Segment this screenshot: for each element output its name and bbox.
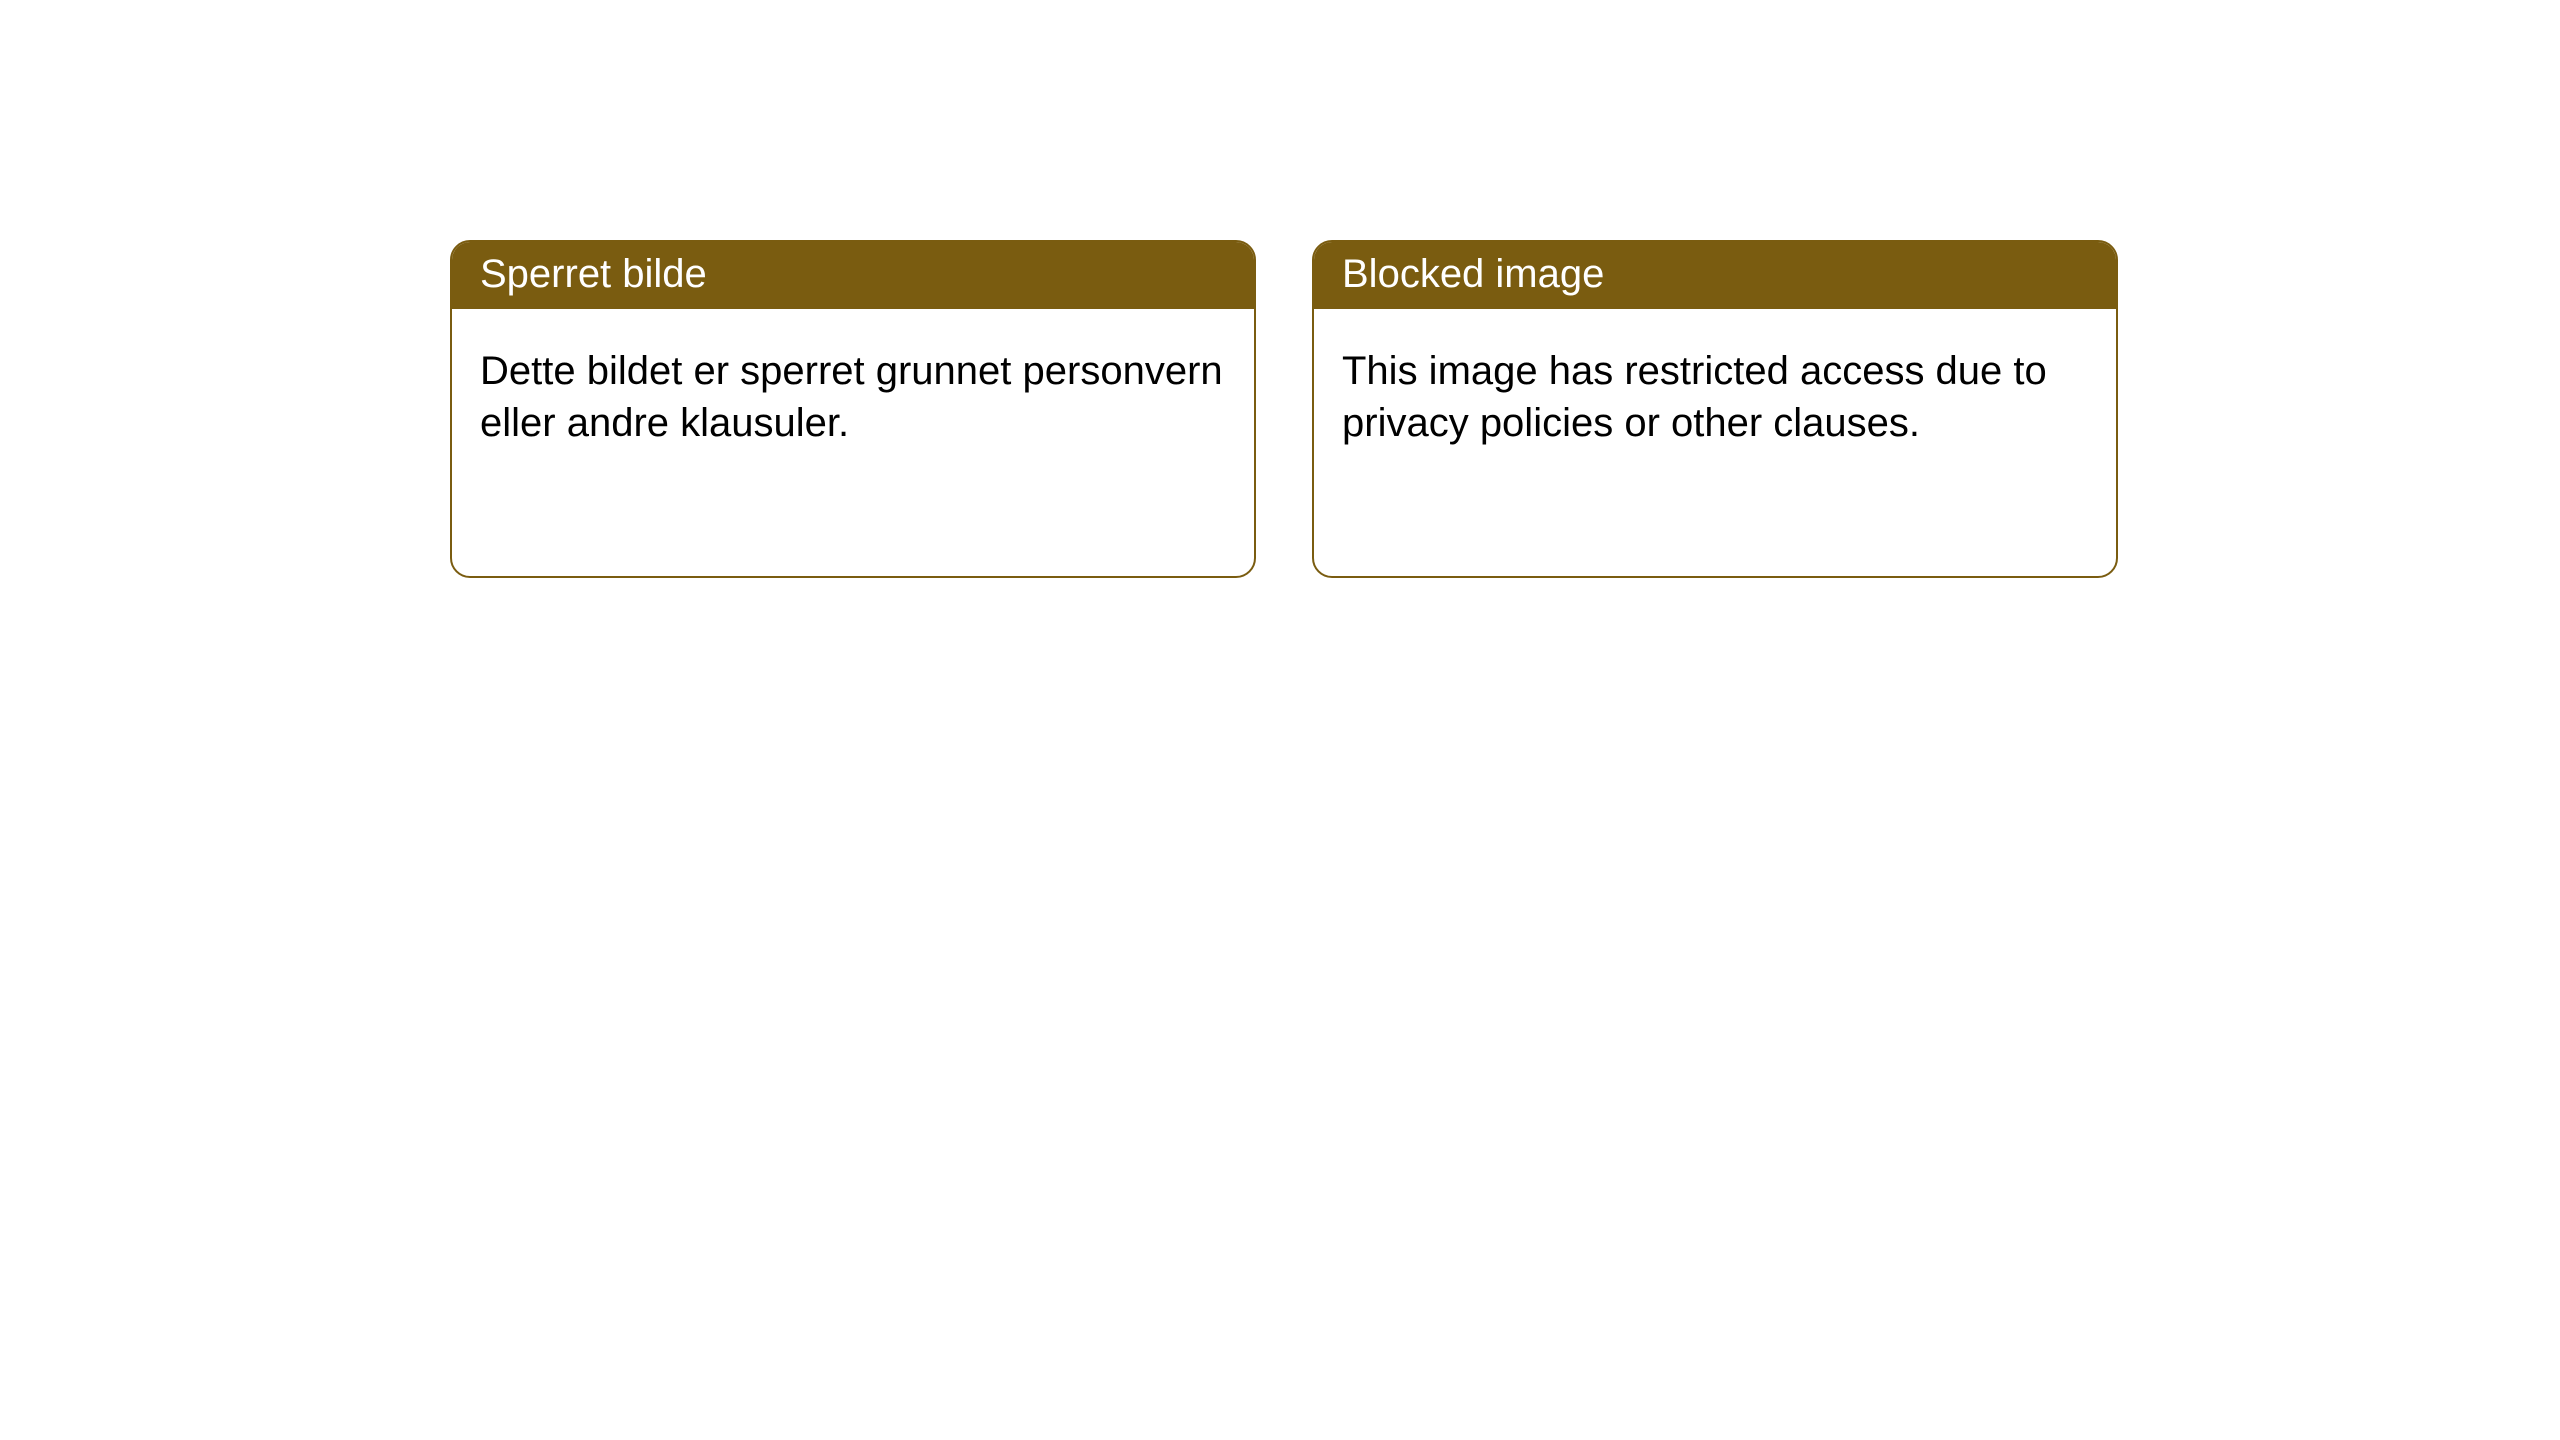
notice-body-english: This image has restricted access due to … [1314, 309, 2116, 485]
notice-card-english: Blocked image This image has restricted … [1312, 240, 2118, 578]
notice-title-norwegian: Sperret bilde [452, 242, 1254, 309]
notice-card-norwegian: Sperret bilde Dette bildet er sperret gr… [450, 240, 1256, 578]
notice-body-norwegian: Dette bildet er sperret grunnet personve… [452, 309, 1254, 485]
notice-title-english: Blocked image [1314, 242, 2116, 309]
notice-container: Sperret bilde Dette bildet er sperret gr… [0, 0, 2560, 578]
